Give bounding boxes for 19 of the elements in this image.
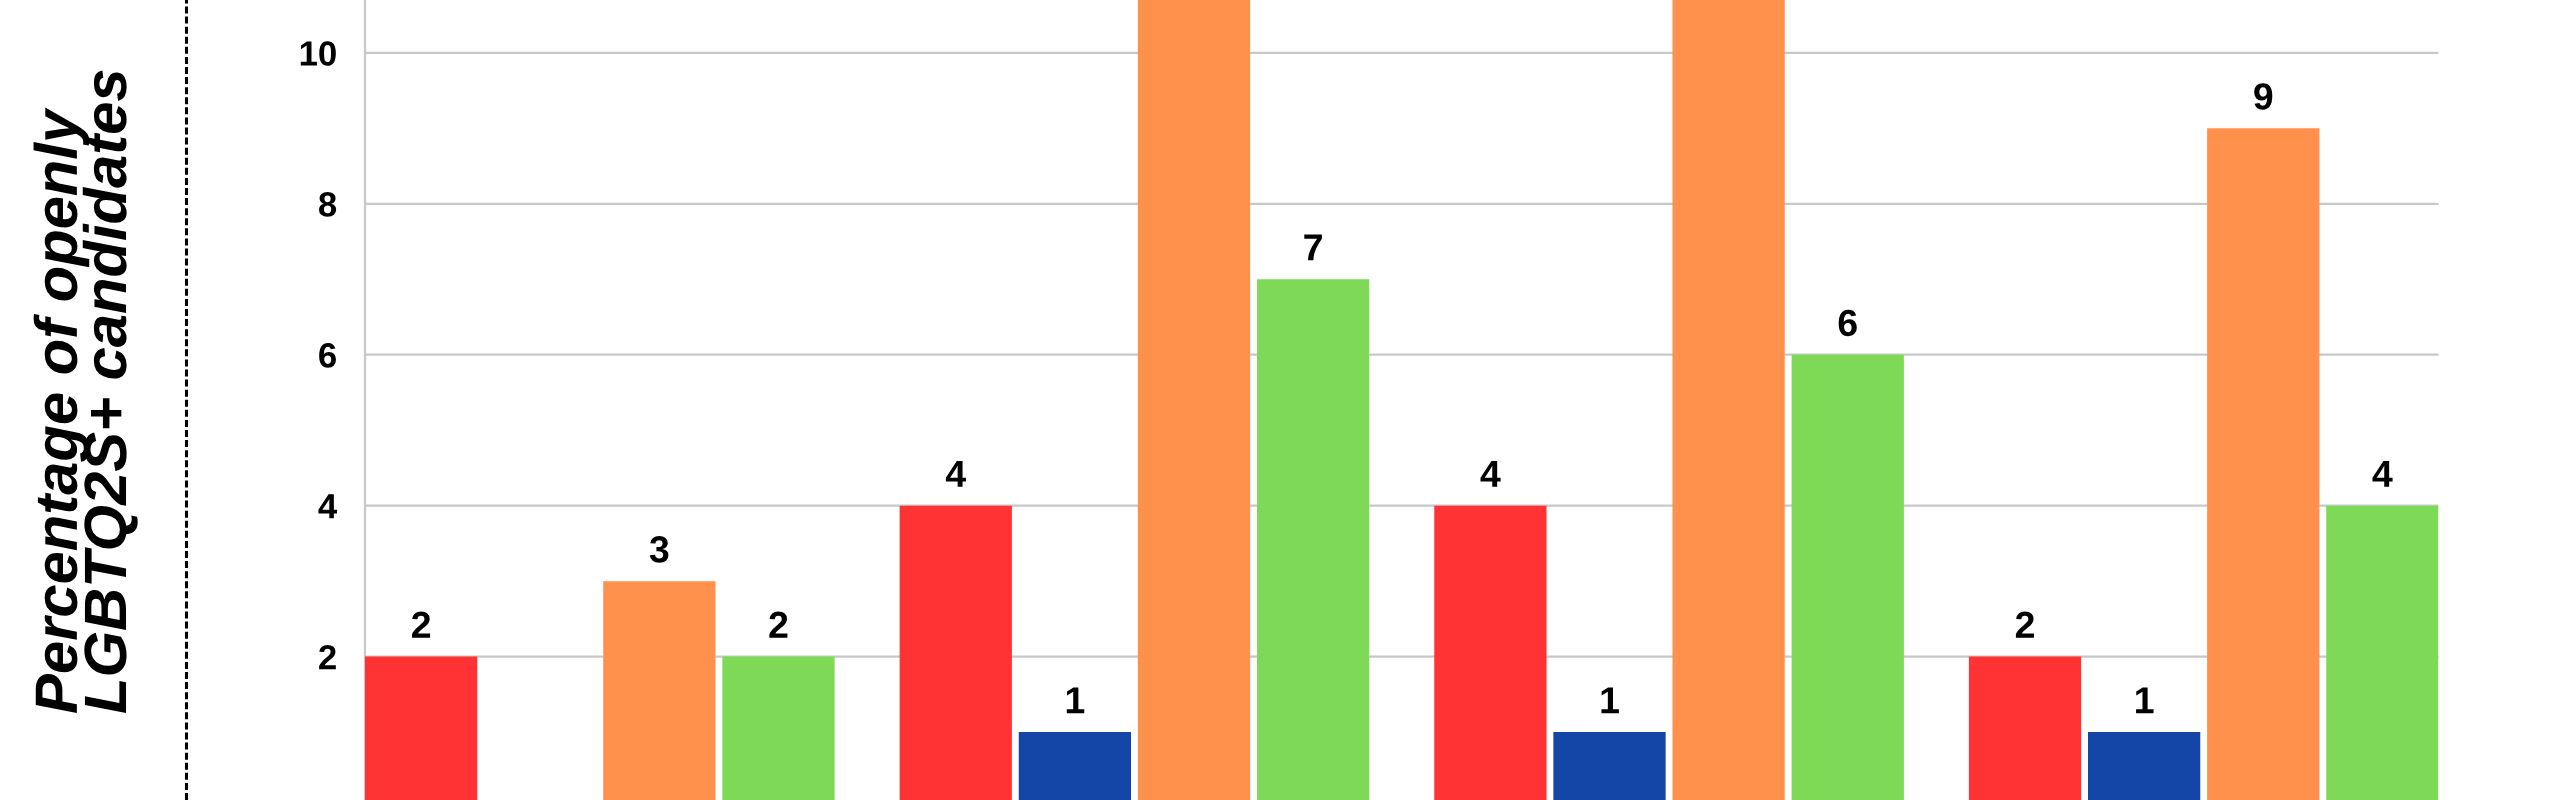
data-label: 7	[1304, 234, 1322, 261]
data-label: 1	[1066, 687, 1085, 714]
y-tick-label: 2	[319, 644, 336, 670]
data-label: 2	[769, 611, 788, 638]
data-label: 1	[2136, 687, 2154, 714]
data-label: 4	[1480, 460, 1501, 487]
data-label: 4	[945, 460, 966, 487]
y-tick-label: 10	[300, 41, 336, 66]
y-tick-label: 6	[319, 343, 336, 368]
y-tick-label: 8	[319, 192, 337, 217]
data-label: 2	[412, 611, 431, 638]
y-tick-label: 4	[318, 494, 338, 519]
data-label: 1	[1601, 687, 1619, 714]
data-label: 3	[649, 536, 669, 563]
data-label: 2	[2015, 611, 2034, 638]
data-label: 6	[1838, 309, 1857, 337]
data-label: 9	[2254, 83, 2273, 110]
data-label: 4	[2372, 460, 2393, 487]
y-axis-title: Percentage of openly LGBTQ2S+ candidates	[33, 70, 138, 713]
